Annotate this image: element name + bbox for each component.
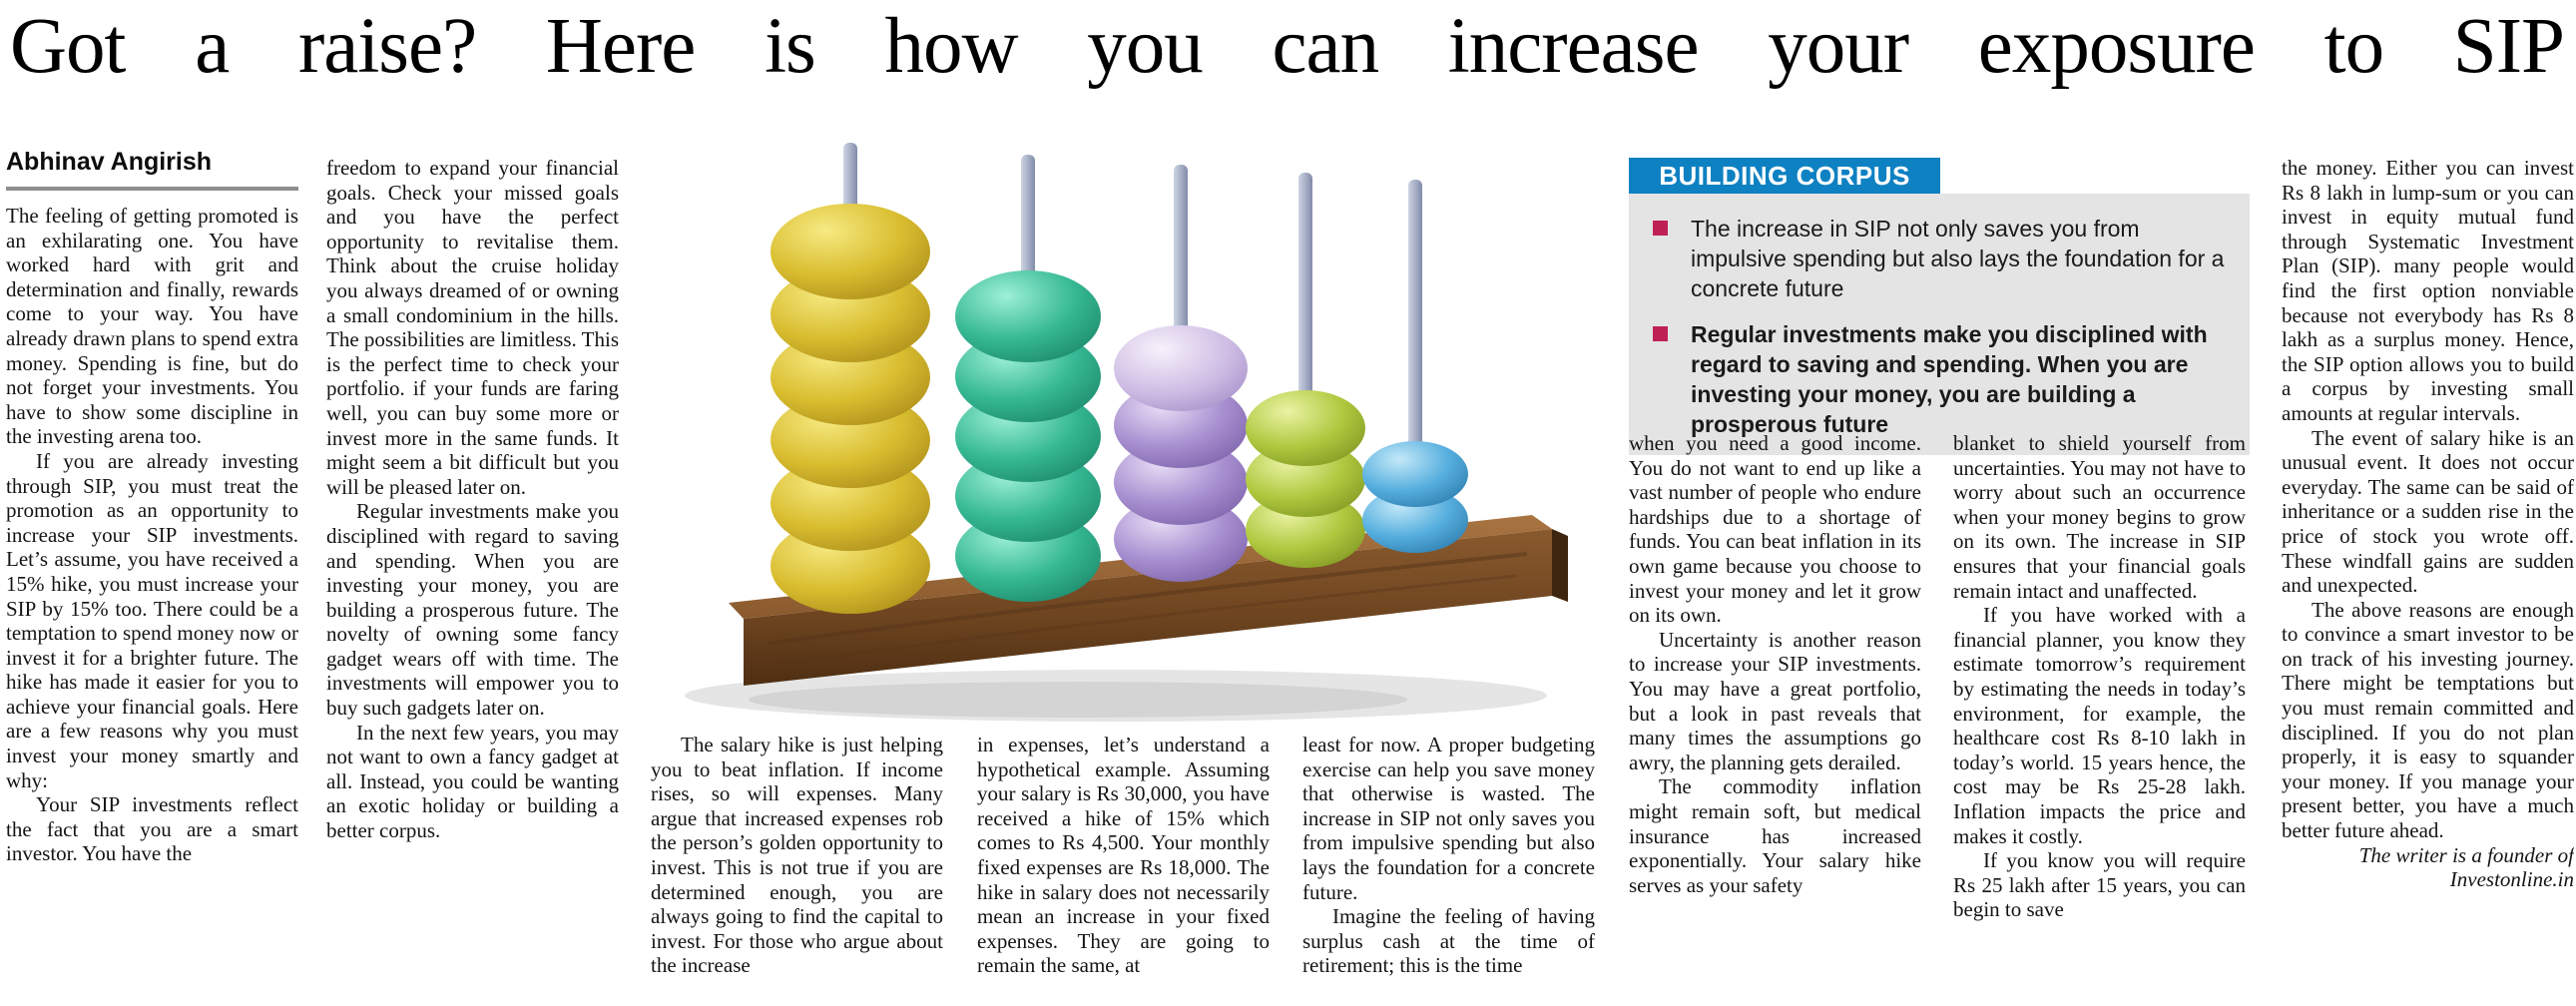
paragraph: the money. Either you can invest Rs 8 la… — [2282, 156, 2574, 425]
article-column-2: freedom to expand your financial goals. … — [326, 156, 619, 1006]
paragraph: The above reasons are enough to convince… — [2282, 597, 2574, 843]
abacus-shadow — [749, 682, 1407, 718]
article-column-8: the money. Either you can invest Rs 8 la… — [2282, 156, 2574, 1006]
paragraph: In the next few years, you may not want … — [326, 720, 619, 843]
bullet-square-icon — [1653, 326, 1668, 341]
paragraph: The commodity inflation might remain sof… — [1629, 774, 1921, 897]
byline: Abhinav Angirish — [6, 148, 213, 176]
paragraph: freedom to expand your financial goals. … — [326, 156, 619, 499]
article-column-7: blanket to shield yourself from uncertai… — [1953, 431, 2246, 1006]
paragraph: Regular investments make you disciplined… — [326, 499, 619, 721]
paragraph: blanket to shield yourself from uncertai… — [1953, 431, 2246, 603]
article-column-4: in expenses, let’s understand a hypothet… — [977, 733, 1270, 1006]
abacus-shadow — [685, 670, 1547, 722]
abacus-bead — [1246, 390, 1365, 466]
article-column-1: The feeling of getting promoted is an ex… — [6, 204, 298, 1006]
paragraph: If you are already investing through SIP… — [6, 448, 298, 792]
paragraph: Uncertainty is another reason to increas… — [1629, 627, 1921, 774]
headline: Got a raise? Here is how you can increas… — [10, 3, 2565, 90]
corpus-box-title: BUILDING CORPUS — [1659, 160, 1910, 191]
abacus-bead — [771, 204, 930, 299]
corpus-bullet-text: The increase in SIP not only saves you f… — [1691, 216, 2225, 301]
article-credit: The writer is a founder of Investonline.… — [2358, 842, 2574, 892]
abacus-bead — [1362, 441, 1468, 507]
paragraph: Imagine the feeling of having surplus ca… — [1302, 904, 1595, 978]
corpus-box-header: BUILDING CORPUS — [1629, 158, 1940, 194]
abacus-beads — [771, 204, 1468, 614]
paragraph: The event of salary hike is an unusual e… — [2282, 425, 2574, 598]
abacus-illustration — [685, 143, 1568, 722]
article-column-3: The salary hike is just helping you to b… — [651, 733, 943, 1006]
abacus-bead — [1114, 325, 1248, 411]
paragraph: Your SIP investments reflect the fact th… — [6, 792, 298, 866]
paragraph: when you need a good income. You do not … — [1629, 431, 1921, 628]
abacus-bead — [955, 270, 1101, 362]
corpus-bullet-text: Regular investments make you disciplined… — [1691, 321, 2208, 437]
bullet-square-icon — [1653, 221, 1668, 236]
paragraph: If you know you will require Rs 25 lakh … — [1953, 848, 2246, 922]
byline-block: Abhinav Angirish — [6, 148, 298, 199]
corpus-bullet: The increase in SIP not only saves you f… — [1649, 214, 2230, 303]
corpus-box: BUILDING CORPUS The increase in SIP not … — [1629, 158, 2250, 455]
paragraph: least for now. A proper budgeting exerci… — [1302, 733, 1595, 904]
paragraph: The salary hike is just helping you to b… — [651, 733, 943, 978]
paragraph: in expenses, let’s understand a hypothet… — [977, 733, 1270, 978]
paragraph: The feeling of getting promoted is an ex… — [6, 204, 298, 449]
abacus-bead — [1362, 487, 1468, 553]
byline-rule — [6, 187, 298, 191]
article-column-6: when you need a good income. You do not … — [1629, 431, 1921, 1006]
article-column-5: least for now. A proper budgeting exerci… — [1302, 733, 1595, 1006]
corpus-bullet: Regular investments make you disciplined… — [1649, 319, 2230, 439]
corpus-box-body: The increase in SIP not only saves you f… — [1629, 194, 2250, 455]
paragraph: If you have worked with a financial plan… — [1953, 603, 2246, 848]
